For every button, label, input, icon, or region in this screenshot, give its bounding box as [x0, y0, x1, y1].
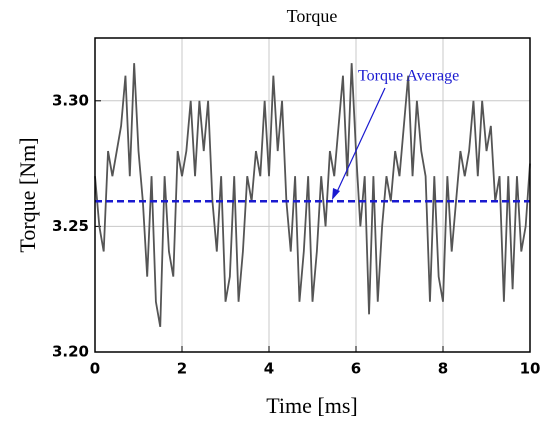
x-tick-label: 6 — [351, 360, 361, 378]
x-tick-label: 8 — [438, 360, 448, 378]
y-tick-label: 3.25 — [52, 217, 89, 235]
plot-frame — [94, 37, 531, 353]
x-tick-label: 2 — [177, 360, 187, 378]
y-tick-label: 3.30 — [52, 91, 89, 109]
x-axis-label: Time [ms] — [266, 393, 357, 418]
y-tick-label: 3.20 — [52, 343, 89, 361]
x-tick-label: 10 — [520, 360, 541, 378]
annotation: Torque Average — [358, 68, 459, 85]
data-line — [94, 63, 531, 328]
x-tick-label: 0 — [90, 360, 100, 378]
y-axis-label: Torque [Nm] — [15, 137, 40, 252]
x-tick-label: 4 — [264, 360, 274, 378]
chart-title: Torque — [287, 6, 338, 26]
annotation-arrow — [335, 87, 386, 195]
arrow-head — [332, 188, 340, 200]
